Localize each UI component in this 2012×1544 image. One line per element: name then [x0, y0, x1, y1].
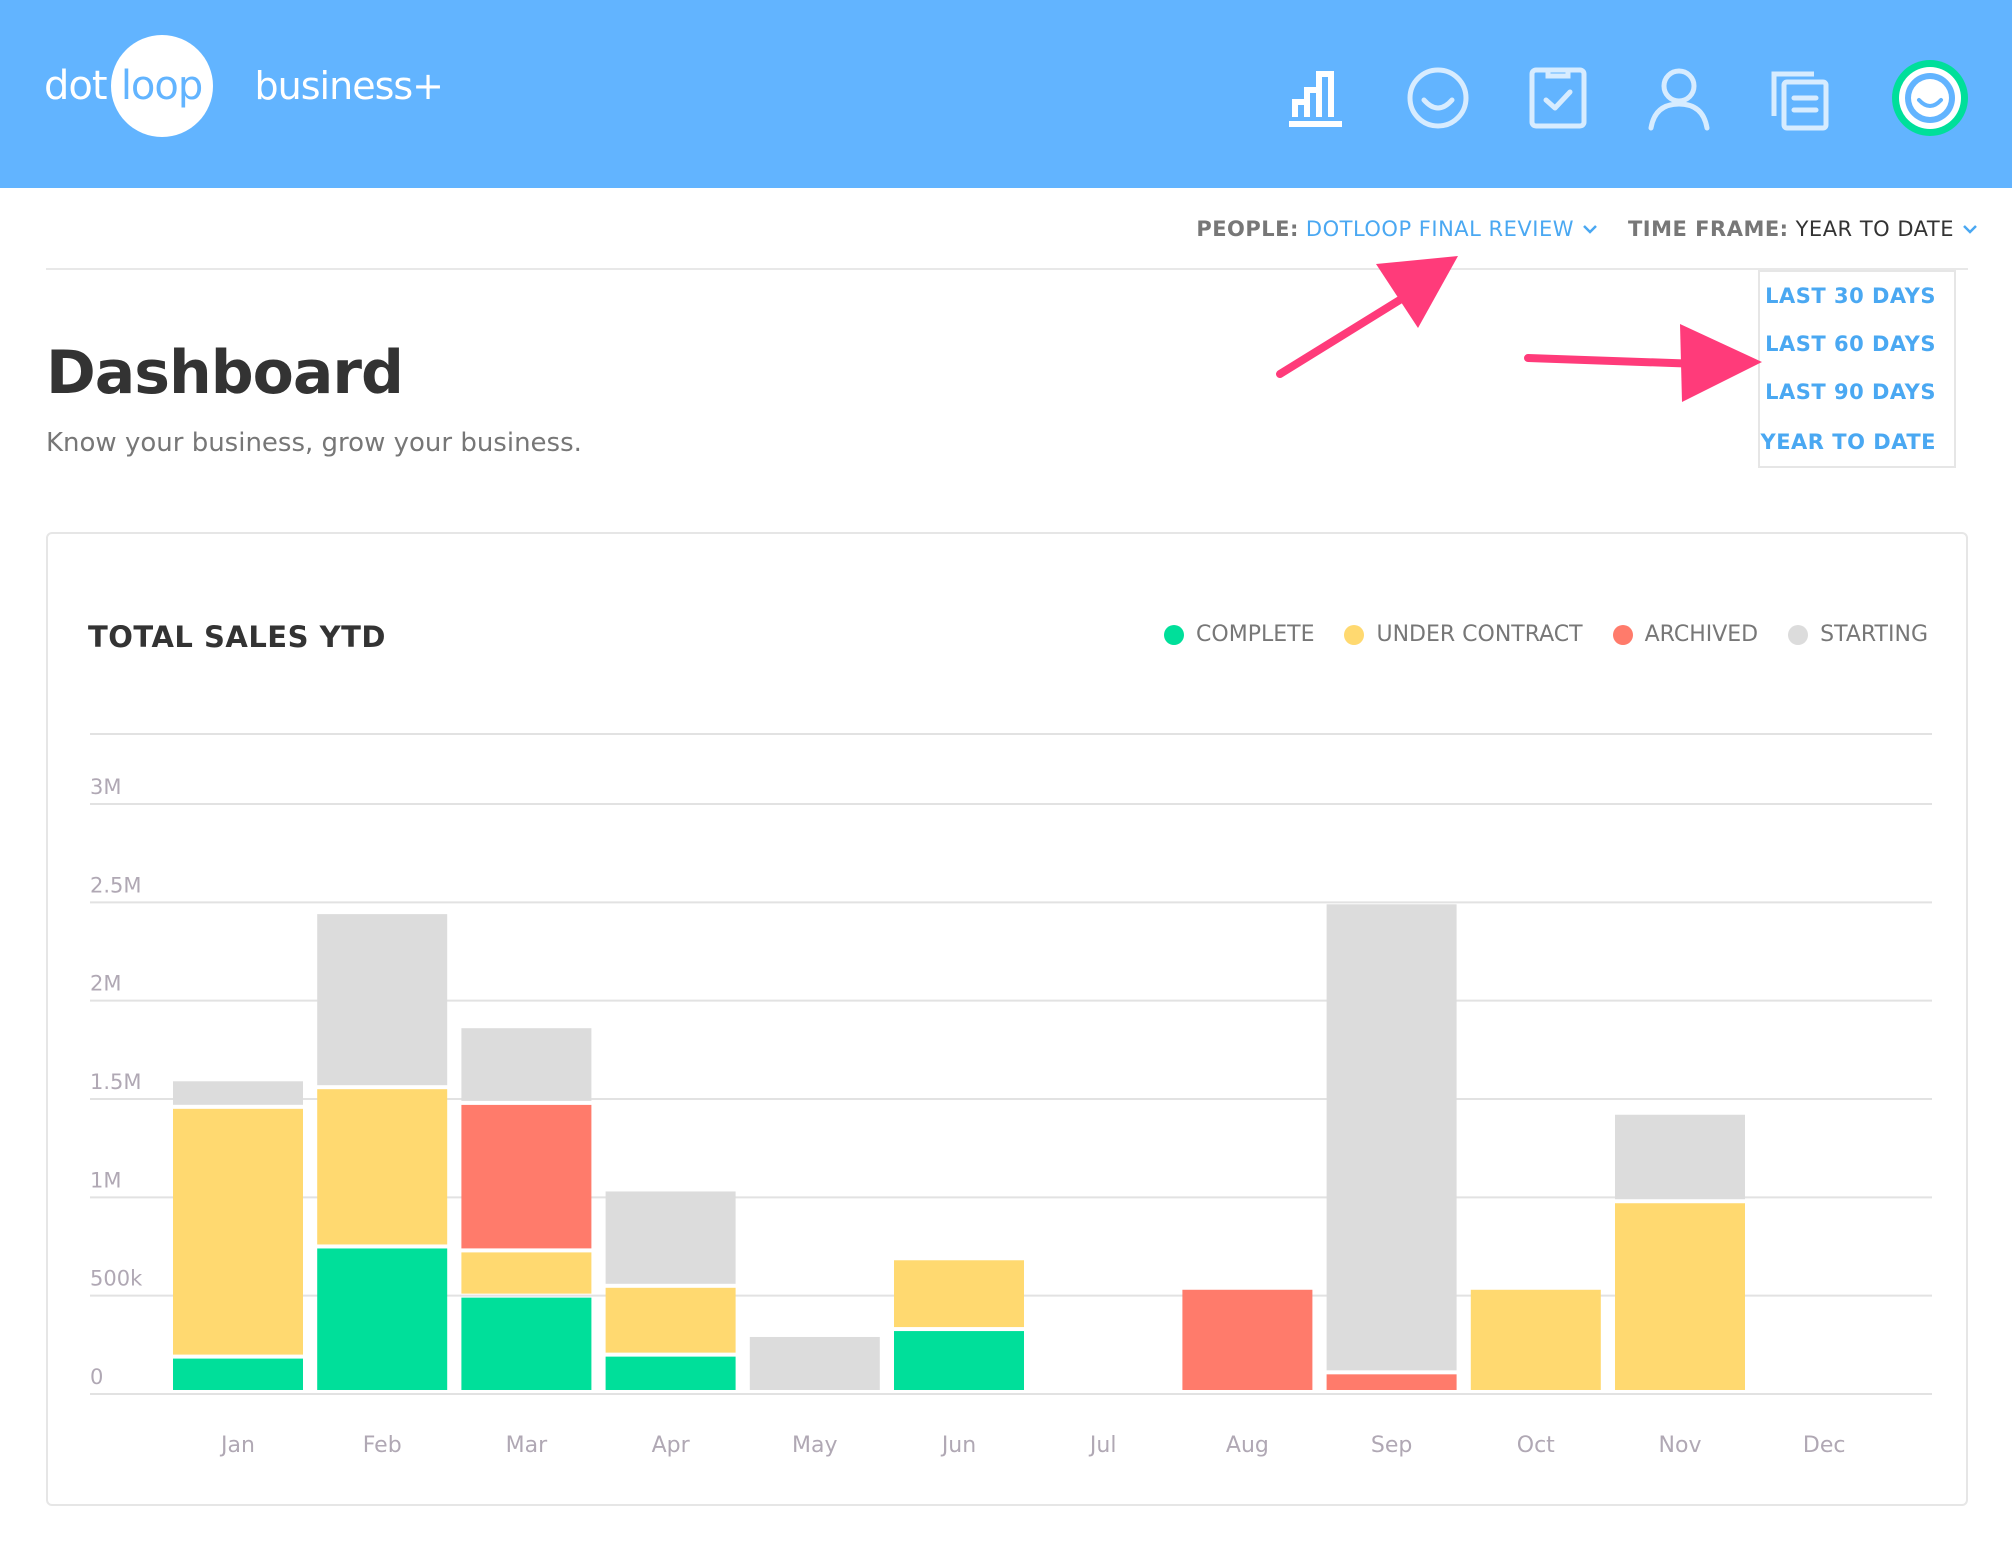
x-tick-label: Jun — [940, 1433, 976, 1458]
y-tick-label: 500k — [90, 1267, 143, 1291]
legend-label: ARCHIVED — [1644, 622, 1759, 647]
x-tick-label: Apr — [652, 1433, 691, 1458]
bar-segment[interactable] — [173, 1108, 303, 1355]
main-nav — [0, 60, 2012, 136]
option-last-30-days[interactable]: LAST 30 DAYS — [1765, 284, 1936, 308]
sales-bar-chart: 0 500k 1M 1.5M 2M 2.5M 3M Jan Feb Mar Apr May Jun Jul… — [90, 733, 1932, 1458]
bar-segment[interactable] — [749, 1336, 880, 1390]
y-tick-label: 1.5M — [90, 1070, 142, 1094]
legend-dot — [1164, 624, 1185, 645]
bar-segment[interactable] — [461, 1028, 592, 1101]
total-sales-card: TOTAL SALES YTD COMPLETE UNDER CONTRACT … — [46, 532, 1968, 1506]
bar-segment[interactable] — [317, 1248, 448, 1390]
people-filter[interactable]: PEOPLE: DOTLOOP FINAL REVIEW — [1196, 217, 1598, 241]
y-tick-label: 1M — [90, 1168, 121, 1192]
plan-name: business+ — [254, 64, 444, 108]
chevron-down-icon[interactable] — [1962, 224, 1978, 234]
bar-segment[interactable] — [173, 1358, 303, 1390]
bar-segment[interactable] — [317, 914, 448, 1086]
time-frame-filter[interactable]: TIME FRAME: YEAR TO DATE — [1628, 217, 1978, 241]
loop-icon[interactable] — [1402, 62, 1474, 134]
people-filter-value[interactable]: DOTLOOP FINAL REVIEW — [1305, 217, 1574, 241]
bar-segment[interactable] — [1615, 1203, 1745, 1390]
bar-segment[interactable] — [894, 1331, 1024, 1390]
page-title: Dashboard — [46, 338, 404, 408]
legend-dot — [1344, 624, 1365, 645]
legend-label: STARTING — [1820, 622, 1928, 647]
x-tick-label: Oct — [1517, 1433, 1555, 1458]
x-tick-label: Feb — [363, 1433, 402, 1458]
y-tick-label: 2M — [90, 972, 121, 996]
x-tick-label: Dec — [1803, 1433, 1846, 1458]
time-frame-filter-value[interactable]: YEAR TO DATE — [1795, 217, 1954, 241]
chart-title: TOTAL SALES YTD — [88, 620, 386, 654]
option-last-90-days[interactable]: LAST 90 DAYS — [1765, 380, 1936, 404]
legend-dot — [1612, 624, 1633, 645]
x-tick-label: Nov — [1659, 1433, 1702, 1458]
checklist-icon[interactable] — [1522, 62, 1594, 134]
logo-loop-text: loop — [120, 63, 203, 109]
legend-item-archived[interactable]: ARCHIVED — [1612, 622, 1759, 647]
bar-segment[interactable] — [894, 1260, 1024, 1328]
arrow-to-dropdown — [1524, 324, 1762, 402]
x-tick-label: May — [792, 1433, 837, 1458]
x-tick-label: Aug — [1226, 1433, 1269, 1458]
x-tick-label: Jan — [219, 1433, 255, 1458]
logo-dot-text: dot — [44, 63, 108, 109]
time-frame-dropdown: LAST 30 DAYS LAST 60 DAYS LAST 90 DAYS Y… — [1758, 270, 1956, 468]
bar-segment[interactable] — [1326, 904, 1457, 1371]
legend-item-under-contract[interactable]: UNDER CONTRACT — [1344, 622, 1583, 647]
chevron-down-icon[interactable] — [1582, 224, 1598, 234]
page-subtitle: Know your business, grow your business. — [46, 428, 582, 458]
time-frame-filter-label: TIME FRAME: — [1627, 217, 1789, 241]
x-tick-label: Mar — [506, 1433, 548, 1458]
option-last-60-days[interactable]: LAST 60 DAYS — [1765, 332, 1936, 356]
legend-label: COMPLETE — [1196, 622, 1315, 647]
bar-segment[interactable] — [317, 1089, 448, 1245]
bar-segment[interactable] — [461, 1252, 592, 1294]
documents-icon[interactable] — [1764, 62, 1836, 134]
x-tick-label: Jul — [1088, 1433, 1117, 1458]
x-tick-label: Sep — [1371, 1433, 1412, 1458]
people-filter-label: PEOPLE: — [1196, 217, 1299, 241]
bar-chart-icon[interactable] — [1280, 62, 1352, 134]
bar-segment[interactable] — [1615, 1114, 1745, 1200]
option-year-to-date[interactable]: YEAR TO DATE — [1760, 430, 1936, 454]
dotloop-logo[interactable]: dot loop business+ — [44, 34, 444, 138]
legend-item-complete[interactable]: COMPLETE — [1164, 622, 1314, 647]
filter-bar: PEOPLE: DOTLOOP FINAL REVIEW TIME FRAME:… — [1166, 212, 1978, 246]
bar-segment[interactable] — [1326, 1374, 1457, 1390]
y-tick-label: 2.5M — [90, 873, 142, 897]
bar-segment[interactable] — [605, 1356, 736, 1390]
bar-segment[interactable] — [461, 1104, 592, 1249]
bar-segment[interactable] — [1182, 1289, 1313, 1390]
bar-segment[interactable] — [461, 1297, 592, 1390]
logo-loop-circle: loop — [110, 35, 213, 137]
bar-segment[interactable] — [605, 1287, 736, 1353]
arrow-to-people-filter — [1276, 256, 1458, 378]
bar-segment[interactable] — [173, 1081, 303, 1105]
legend-dot — [1788, 624, 1809, 645]
chart-legend: COMPLETE UNDER CONTRACT ARCHIVED STARTIN… — [1134, 622, 1928, 647]
profile-avatar-icon[interactable] — [1890, 58, 1970, 138]
person-icon[interactable] — [1643, 62, 1715, 134]
filter-divider — [46, 268, 1968, 270]
bar-segment[interactable] — [605, 1191, 736, 1284]
legend-label: UNDER CONTRACT — [1376, 622, 1583, 647]
legend-item-starting[interactable]: STARTING — [1788, 622, 1928, 647]
bar-segment[interactable] — [1470, 1289, 1601, 1390]
y-tick-label: 3M — [90, 775, 121, 799]
top-bar: dot loop business+ — [0, 0, 2012, 188]
y-tick-label: 0 — [90, 1365, 103, 1389]
